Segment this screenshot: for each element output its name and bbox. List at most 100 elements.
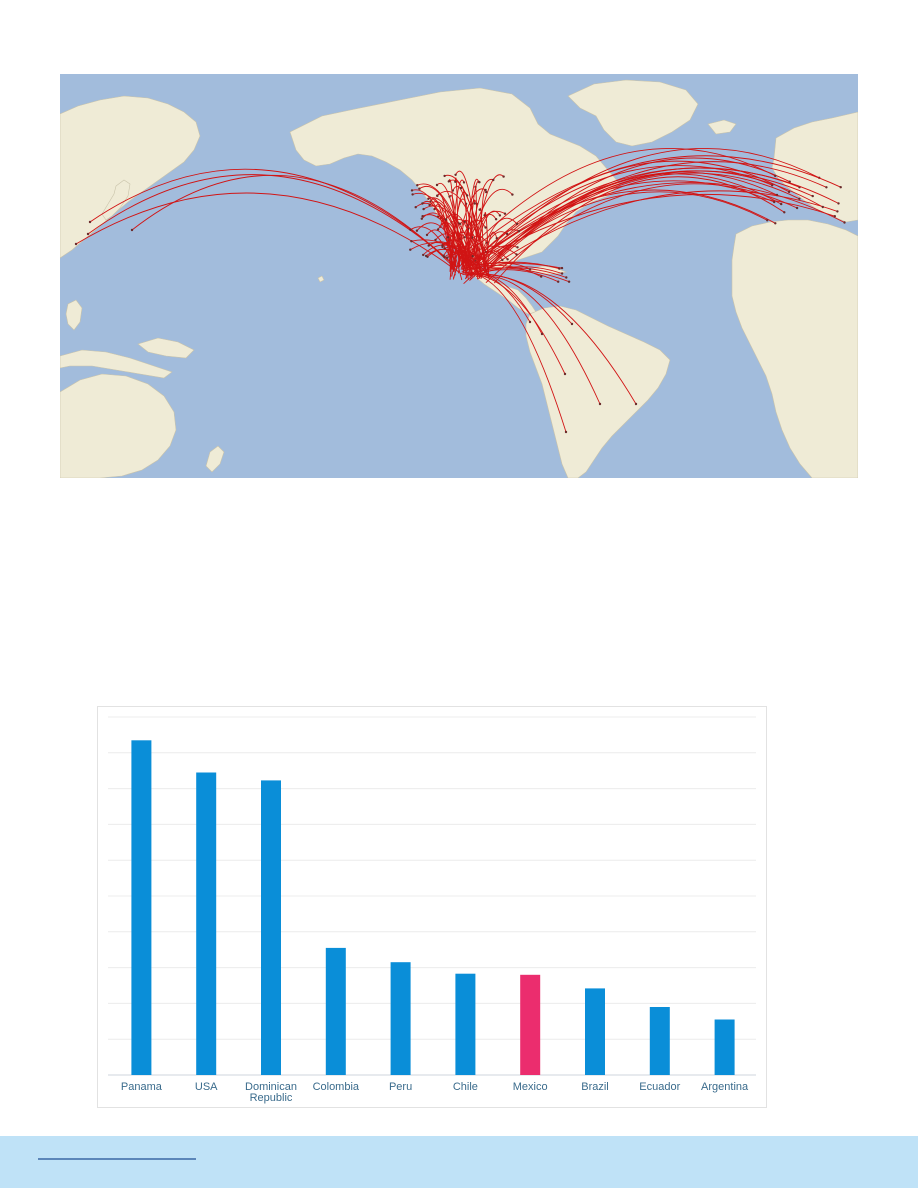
bar-brazil: [585, 988, 605, 1075]
bar-mexico: [520, 974, 541, 1075]
route-arc: [494, 170, 824, 262]
route-arc: [468, 160, 790, 267]
airport-dot: [502, 175, 505, 178]
route-arc: [451, 219, 486, 277]
bar-peru: [390, 962, 411, 1075]
airport-dot: [503, 212, 507, 215]
land-indonesia: [60, 349, 173, 379]
airport-dot: [410, 240, 413, 243]
airport-dot: [411, 193, 414, 196]
airport-dot: [459, 186, 463, 190]
route-arc: [75, 192, 456, 270]
airport-dot: [86, 232, 90, 236]
route-arc: [425, 248, 472, 269]
category-label: USA: [195, 1081, 218, 1093]
bar-ecuador: [649, 1007, 670, 1075]
route-arc: [422, 201, 455, 271]
route-arc: [469, 191, 768, 281]
airport-dot: [74, 242, 78, 246]
category-label: Argentina: [701, 1081, 749, 1093]
airport-dot: [446, 256, 449, 259]
airport-dot: [448, 195, 451, 198]
airport-dot: [839, 186, 842, 189]
airport-dot: [821, 205, 824, 209]
route-arc: [417, 183, 476, 275]
airport-dot: [484, 226, 487, 229]
map-canvas: [60, 74, 858, 478]
category-label: Brazil: [581, 1081, 609, 1093]
airport-dot: [444, 218, 447, 221]
airport-dot: [427, 244, 430, 247]
route-arc: [462, 267, 570, 283]
airport-dot: [494, 218, 498, 221]
land-philippines: [65, 299, 83, 331]
airport-dot: [436, 228, 440, 231]
route-arc: [493, 176, 785, 284]
airport-dot: [427, 197, 430, 200]
land-australia: [60, 373, 177, 478]
category-label: Panama: [121, 1081, 163, 1093]
route-arc: [462, 200, 478, 273]
route-arc: [411, 189, 463, 281]
route-arc: [465, 178, 480, 266]
route-arc: [485, 190, 838, 271]
bar-colombia: [325, 947, 346, 1075]
airport-dot: [515, 222, 519, 226]
land-africa: [731, 219, 858, 478]
airport-dot: [88, 220, 92, 224]
airport-dot: [409, 228, 412, 231]
airport-dot: [422, 207, 425, 211]
route-arc: [449, 194, 461, 267]
footer-rule: [38, 1158, 196, 1160]
airport-dot: [414, 206, 417, 209]
airport-dot: [447, 180, 450, 183]
airport-dot: [484, 188, 487, 192]
category-label: Mexico: [513, 1081, 548, 1093]
airport-dot: [557, 280, 560, 283]
airport-dot: [418, 187, 421, 190]
route-arc: [479, 148, 820, 262]
airport-dot: [766, 219, 769, 222]
airport-dot: [434, 238, 437, 242]
route-arc: [437, 190, 489, 268]
airport-dot: [540, 275, 543, 278]
bar-panama: [131, 740, 152, 1075]
airport-dot: [130, 228, 134, 232]
airport-dot: [787, 190, 791, 194]
airport-dot: [454, 180, 457, 183]
airport-dot: [422, 253, 425, 257]
airport-dot: [774, 174, 777, 178]
airport-dot: [466, 194, 469, 197]
category-label: Peru: [389, 1081, 412, 1093]
airport-dot: [570, 322, 574, 326]
land-new-guinea: [137, 337, 195, 359]
airport-dot: [492, 178, 495, 182]
bar-argentina: [714, 1019, 735, 1075]
route-arc: [498, 161, 827, 255]
footer-band: [0, 1136, 918, 1188]
bar-chart-canvas: Panama USA Dominican Republic Colombia Peru Ch…: [108, 716, 756, 1104]
airport-dot: [540, 332, 544, 336]
route-arc: [448, 179, 457, 267]
airport-dot: [435, 183, 439, 187]
route-arc: [465, 251, 503, 273]
airport-dot: [598, 402, 602, 406]
bar-usa: [196, 772, 217, 1075]
airport-dot: [436, 194, 439, 197]
airport-dot: [495, 237, 498, 240]
route-arc: [416, 222, 466, 269]
airport-dot: [416, 184, 419, 187]
route-arc: [428, 197, 470, 270]
airport-dot: [634, 402, 638, 406]
airport-dot: [478, 208, 481, 211]
airport-dot: [843, 221, 846, 224]
land-south-america: [525, 305, 671, 478]
airport-dot: [443, 174, 446, 178]
airport-dot: [515, 253, 518, 256]
route-arc: [471, 174, 504, 269]
land-new-zealand: [205, 445, 225, 473]
airport-dot: [517, 230, 521, 233]
airport-dot: [505, 232, 509, 236]
airport-dot: [528, 320, 532, 324]
